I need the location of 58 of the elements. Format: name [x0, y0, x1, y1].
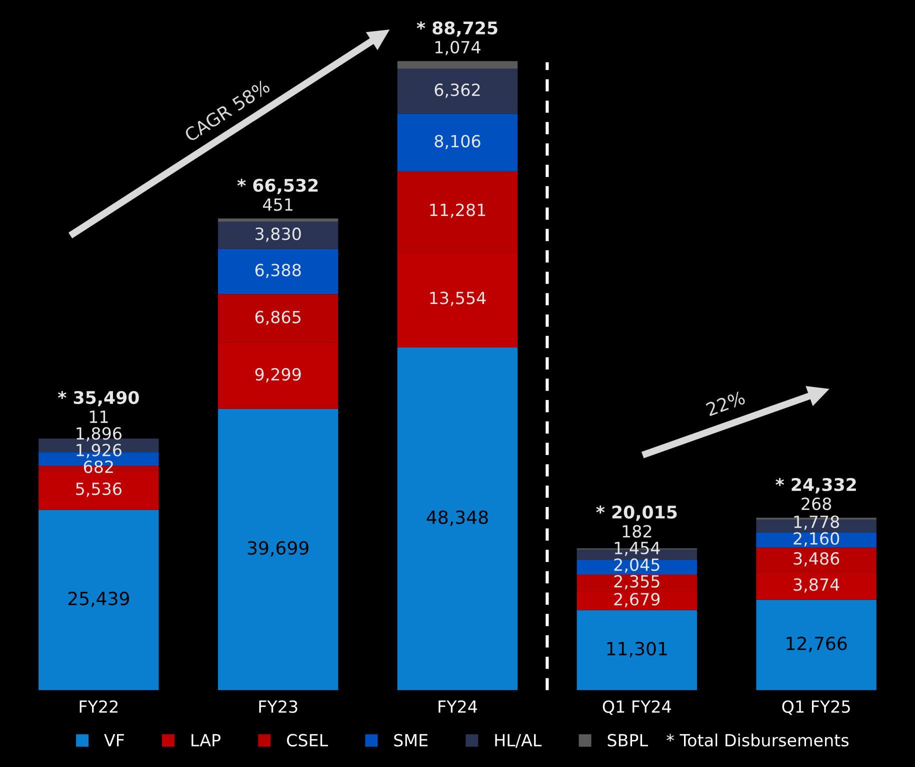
data-label: 2,679	[614, 592, 660, 608]
total-label: * 35,490	[58, 390, 139, 406]
bar	[397, 61, 518, 69]
data-label: 13,554	[430, 292, 486, 306]
data-label: 48,348	[426, 510, 488, 526]
x-tick-label: FY24	[438, 700, 478, 713]
data-label: 5,536	[76, 482, 122, 497]
text: * Total Disbursements	[666, 734, 849, 747]
data-label: 9,299	[255, 368, 301, 382]
data-label: 11,281	[430, 204, 486, 218]
legend-label: SME	[394, 734, 428, 747]
total-label: * 88,725	[416, 21, 498, 37]
data-label: 1,896	[76, 427, 122, 442]
legend-label: SBPL	[608, 734, 648, 747]
bar	[38, 510, 159, 690]
bar	[218, 222, 338, 249]
bar	[218, 248, 338, 294]
data-label: 451	[262, 198, 292, 211]
data-label: 2,045	[614, 558, 660, 573]
annotation: 22%	[706, 390, 746, 416]
bar	[218, 408, 338, 690]
x-tick-label: Q1 FY24	[602, 700, 671, 715]
total-label: * 66,532	[237, 178, 318, 194]
bar	[397, 114, 518, 172]
data-label: 6,865	[255, 310, 300, 326]
data-label: 3,874	[794, 578, 840, 593]
data-label: 2,355	[614, 575, 660, 590]
bar	[756, 600, 876, 690]
data-label: 8,106	[434, 134, 480, 150]
data-label: 268	[802, 497, 832, 510]
bar	[397, 347, 518, 690]
data-label: 3,830	[256, 228, 301, 242]
data-label: 1,778	[794, 515, 840, 530]
x-tick-label: Q1 FY25	[782, 700, 850, 715]
data-label: 25,439	[68, 592, 129, 608]
data-label: 2,160	[794, 532, 840, 546]
legend-label: HL/AL	[495, 734, 542, 748]
legend-label: CSEL	[287, 734, 328, 747]
x-tick-label: FY22	[80, 700, 118, 713]
data-label: 6,388	[255, 264, 301, 278]
data-label: 3,486	[794, 552, 840, 566]
total-label: * 20,015	[596, 506, 677, 521]
data-label: 11	[90, 410, 108, 423]
x-tick-label: FY23	[259, 700, 298, 713]
legend-label: VF	[104, 734, 124, 746]
bar	[218, 218, 338, 222]
bar	[576, 560, 698, 574]
data-label: 6,362	[434, 84, 480, 98]
legend-label: LAP	[192, 734, 220, 746]
data-label: 11,301	[607, 642, 667, 658]
bar	[397, 68, 518, 114]
data-label: 12,766	[786, 636, 847, 652]
bar	[576, 610, 698, 690]
data-label: 1,454	[614, 542, 660, 556]
data-label: 1,074	[435, 40, 480, 56]
data-label: 39,699	[248, 541, 308, 557]
total-label: * 24,332	[776, 478, 856, 494]
data-label: 182	[622, 525, 652, 538]
